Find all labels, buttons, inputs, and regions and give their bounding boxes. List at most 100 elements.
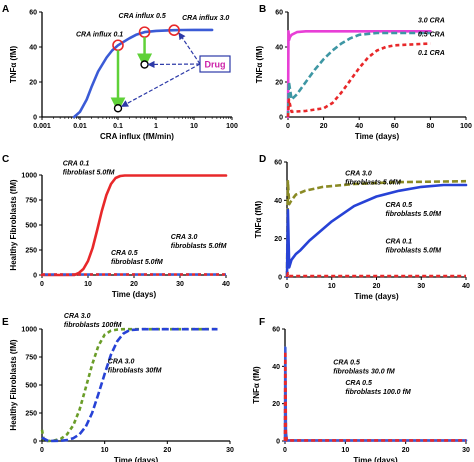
series-line-a-1 <box>72 28 214 119</box>
series-line-b-2 <box>286 31 431 118</box>
x-tick-label: 100 <box>226 123 238 130</box>
drug-arrow <box>147 60 201 69</box>
annotation-text: CRA 3.0 <box>171 234 198 241</box>
series-line-d-2 <box>285 183 468 279</box>
annotation-text: CRA 3.0 <box>64 313 91 320</box>
x-tick-label: 0 <box>286 123 290 130</box>
panel-label-d: D <box>259 154 266 165</box>
marker-circle <box>168 24 180 37</box>
y-tick-label: 750 <box>25 198 37 205</box>
y-tick-label: 0 <box>278 275 282 282</box>
x-axis-label-b: Time (days) <box>355 132 400 141</box>
drug-arrow <box>120 63 201 107</box>
x-tick-label: 30 <box>462 447 470 454</box>
x-tick-label: 0 <box>285 283 289 290</box>
y-axis-label-f: TNFα (fM) <box>252 366 261 404</box>
y-tick-label: 40 <box>275 45 283 52</box>
y-tick-label: 60 <box>29 10 37 17</box>
y-tick-label: 60 <box>274 160 282 167</box>
x-tick-label: 20 <box>130 281 138 288</box>
annotation-text: fibroblasts 100fM <box>64 322 122 329</box>
x-tick-label: 30 <box>226 447 234 454</box>
x-tick-label: 40 <box>222 281 230 288</box>
y-tick-label: 250 <box>25 411 37 418</box>
annotation-text: fibroblasts 5.0fM <box>385 211 441 218</box>
x-tick-label: 80 <box>427 123 435 130</box>
y-tick-label: 1000 <box>21 173 37 180</box>
series-label: 0.5 CRA <box>418 32 445 39</box>
y-tick-label: 0 <box>279 115 283 122</box>
x-tick-label: 10 <box>84 281 92 288</box>
y-tick-label: 20 <box>274 236 282 243</box>
panel-b: B 0 20 40 60 80 100 0 20 40 60 Time (days) TNFα (fM)… <box>255 4 472 141</box>
y-tick-label: 40 <box>29 45 37 52</box>
x-tick-label: 20 <box>163 447 171 454</box>
annotation-text: CRA 0.5 <box>345 380 372 387</box>
x-tick-label: 0.1 <box>113 123 123 130</box>
y-tick-label: 0 <box>33 439 37 446</box>
y-tick-label: 20 <box>275 80 283 87</box>
drug-arrow <box>178 32 201 65</box>
drug-point <box>113 104 123 113</box>
x-tick-label: 20 <box>320 123 328 130</box>
y-axis-label-d: TNFα (fM) <box>254 200 263 238</box>
x-tick-label: 100 <box>460 123 472 130</box>
series-line-c-1 <box>40 174 228 277</box>
annotation-text: fibroblasts 5.0fM <box>385 247 441 254</box>
series-line-b-1 <box>286 29 432 119</box>
x-tick-label: 0.01 <box>73 123 87 130</box>
series-line-f-2 <box>283 350 466 442</box>
annotation-text: fibroblast 5.0fM <box>111 259 163 266</box>
annotation-text: CRA 3.0 <box>345 170 372 177</box>
annotation-text: fibroblasts 30.0 fM <box>333 368 395 375</box>
panel-label-f: F <box>259 317 265 328</box>
marker-label: CRA influx 3.0 <box>182 15 229 22</box>
y-tick-label: 500 <box>25 383 37 390</box>
y-tick-label: 60 <box>272 327 280 334</box>
panel-label-a: A <box>2 4 9 15</box>
y-tick-label: 0 <box>33 273 37 280</box>
drug-point <box>140 60 149 69</box>
series-line-e-2 <box>41 327 218 443</box>
panel-label-c: C <box>2 154 9 165</box>
annotation-text: fibroblasts 5.0fM <box>345 179 401 186</box>
panel-f: F 0 10 20 30 0 20 40 60 Time (days) TNFα (fM) CRA 0… <box>252 317 470 462</box>
annotation-text: fibroblast 5.0fM <box>63 170 115 177</box>
y-tick-label: 0 <box>33 115 37 122</box>
x-tick-label: 0 <box>283 447 287 454</box>
series-line-d-3 <box>285 271 466 278</box>
series-label: 3.0 CRA <box>418 18 445 25</box>
annotation-text: fibroblasts 100.0 fM <box>345 389 411 396</box>
x-axis-label-a: CRA influx (fM/min) <box>100 132 174 141</box>
x-axis-label-d: Time (days) <box>354 292 399 301</box>
series-line-b-3 <box>286 42 431 118</box>
annotation-text: CRA 0.1 <box>385 238 412 245</box>
x-tick-label: 0 <box>40 281 44 288</box>
x-tick-label: 0.001 <box>33 123 51 130</box>
annotation-text: fibroblasts 5.0fM <box>171 243 227 250</box>
x-tick-label: 10 <box>101 447 109 454</box>
x-tick-label: 10 <box>190 123 198 130</box>
y-tick-label: 40 <box>272 364 280 371</box>
y-tick-label: 20 <box>272 401 280 408</box>
panel-e: E 0 10 20 30 0 250 500 750 1000 Time (days) Healthy… <box>2 313 234 462</box>
series-line-e-1 <box>40 327 218 443</box>
annotation-text: CRA 0.5 <box>333 359 360 366</box>
x-tick-label: 40 <box>462 283 470 290</box>
series-label: 0.1 CRA <box>418 50 445 57</box>
annotation-text: CRA 0.1 <box>63 161 90 168</box>
y-tick-label: 750 <box>25 355 37 362</box>
panel-label-b: B <box>259 4 266 15</box>
x-tick-label: 10 <box>328 283 336 290</box>
panel-a: A 0.001 0.01 0.1 1 10 100 0 20 40 60 CRA influx (fM… <box>2 4 238 141</box>
y-axis-label-e: Healthy Fibroblasts (fM) <box>9 339 18 430</box>
panel-label-e: E <box>2 317 9 328</box>
panel-c: C 0 10 20 30 40 0 250 500 750 1000 Time (days) Healt… <box>2 154 230 299</box>
marker-label: CRA influx 0.5 <box>119 13 166 20</box>
annotation-text: fibroblasts 30fM <box>108 368 162 375</box>
x-tick-label: 30 <box>176 281 184 288</box>
y-tick-label: 20 <box>29 80 37 87</box>
y-tick-label: 1000 <box>21 327 37 334</box>
